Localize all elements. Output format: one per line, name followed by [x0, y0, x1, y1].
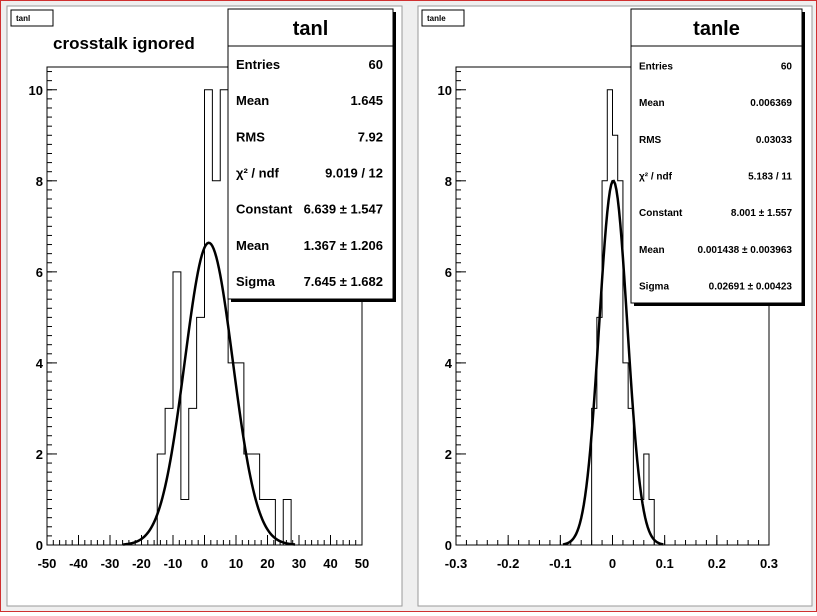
x-tick-label: -20 — [132, 556, 151, 571]
stats-value: 60 — [781, 61, 793, 72]
stats-box — [630, 8, 803, 304]
y-tick-label: 8 — [445, 174, 452, 189]
stats-title: tanl — [293, 18, 329, 40]
stats-value: 60 — [369, 57, 383, 72]
gaussian-fit-line — [562, 179, 664, 546]
stats-label: Mean — [639, 98, 665, 109]
x-tick-label: -40 — [69, 556, 88, 571]
stats-label: Mean — [236, 238, 269, 253]
stats-label: Mean — [639, 245, 665, 256]
chart-panel-1: tanle 0 2 4 6 8 10 -0.3 -0.2 -0.1 0 0.1 0.2 0.3 tanle E… — [417, 5, 813, 607]
x-tick-label: 50 — [355, 556, 369, 571]
x-tick-label: -0.3 — [445, 556, 467, 571]
stats-value: 6.639 ± 1.547 — [304, 202, 383, 217]
x-tick-label: -0.2 — [497, 556, 519, 571]
x-tick-label: 30 — [292, 556, 306, 571]
y-tick-label: 2 — [445, 447, 452, 462]
stats-label: RMS — [236, 129, 265, 144]
stats-label: Constant — [639, 208, 683, 219]
chart-panel-0: tanl 0 2 4 6 8 10 -50 -40 -30 -20 -10 0 10 20 30 40 50 cro… — [6, 5, 403, 607]
stats-value: 1.645 — [350, 93, 383, 108]
stats-title: tanle — [693, 18, 740, 40]
stats-value: 0.006369 — [750, 98, 792, 109]
y-tick-label: 10 — [29, 83, 43, 98]
stats-label: Entries — [639, 61, 673, 72]
x-tick-label: 10 — [229, 556, 243, 571]
stats-label: χ² / ndf — [639, 172, 673, 183]
y-tick-label: 2 — [36, 447, 43, 462]
y-tick-label: 10 — [438, 83, 452, 98]
x-tick-label: -10 — [164, 556, 183, 571]
y-tick-label: 4 — [36, 356, 44, 371]
x-tick-label: -30 — [101, 556, 120, 571]
stats-label: Mean — [236, 93, 269, 108]
y-tick-label: 0 — [36, 538, 43, 553]
stats-value: 9.019 / 12 — [325, 166, 383, 181]
gaussian-fit-line — [123, 241, 296, 546]
histogram-series — [156, 89, 292, 546]
chart-title: crosstalk ignored — [53, 34, 195, 53]
y-tick-label: 6 — [36, 265, 43, 280]
pad-tab — [10, 9, 54, 27]
stats-value: 5.183 / 11 — [748, 172, 792, 183]
stats-value: 1.367 ± 1.206 — [304, 238, 383, 253]
y-tick-label: 0 — [445, 538, 452, 553]
stats-label: RMS — [639, 135, 662, 146]
x-tick-label: 0 — [201, 556, 208, 571]
x-tick-label: -50 — [38, 556, 57, 571]
stats-value: 0.001438 ± 0.003963 — [698, 245, 793, 256]
stats-value: 0.02691 ± 0.00423 — [709, 282, 793, 293]
histogram-series — [591, 89, 655, 545]
y-tick-label: 8 — [36, 174, 43, 189]
stats-box — [227, 8, 394, 300]
stats-value: 7.645 ± 1.682 — [304, 274, 383, 289]
stats-label: Sigma — [639, 282, 669, 293]
stats-value: 0.03033 — [756, 135, 793, 146]
pad-tab-label: tanl — [16, 14, 30, 23]
stats-label: Constant — [236, 202, 293, 217]
x-tick-label: 20 — [260, 556, 274, 571]
stats-value: 8.001 ± 1.557 — [731, 208, 793, 219]
stats-value: 7.92 — [358, 129, 383, 144]
x-tick-label: 0.1 — [656, 556, 674, 571]
x-tick-label: 0.3 — [760, 556, 778, 571]
stats-label: Sigma — [236, 274, 276, 289]
stats-label: χ² / ndf — [236, 166, 280, 181]
x-tick-label: 40 — [323, 556, 337, 571]
pad-tab-label: tanle — [427, 14, 446, 23]
x-tick-label: 0 — [609, 556, 616, 571]
y-tick-label: 6 — [445, 265, 452, 280]
y-tick-label: 4 — [445, 356, 453, 371]
x-tick-label: -0.1 — [549, 556, 571, 571]
x-tick-label: 0.2 — [708, 556, 726, 571]
stats-label: Entries — [236, 57, 280, 72]
pad-tab — [421, 9, 465, 27]
